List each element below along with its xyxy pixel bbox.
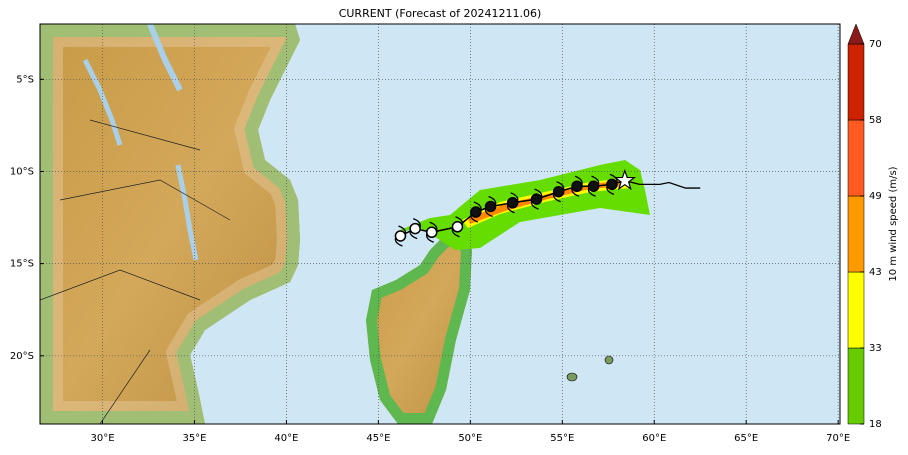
colorbar-segment [847, 271, 865, 349]
storm-symbol [606, 178, 618, 191]
x-tick-label: 50°E [458, 433, 482, 444]
colorbar: 18 33 43 49 58 70 [847, 23, 882, 430]
colorbar-segment [847, 43, 865, 121]
storm-symbol [506, 197, 519, 209]
colorbar-segment [847, 119, 865, 197]
colorbar-label: 10 m wind speed (m/s) [888, 166, 899, 281]
colorbar-tick-label: 58 [869, 115, 882, 126]
colorbar-tick-label: 33 [869, 343, 882, 354]
x-tick-label: 30°E [91, 433, 115, 444]
y-tick-label: 10°S [10, 166, 34, 177]
storm-symbol [530, 193, 543, 205]
x-tick-label: 60°E [642, 433, 666, 444]
island [566, 372, 578, 382]
colorbar-segment [847, 195, 865, 273]
colorbar-tick-label: 43 [869, 267, 882, 278]
storm-symbol [484, 200, 497, 213]
past-track-line [624, 180, 701, 189]
storm-symbol [552, 185, 565, 198]
storm-symbol [409, 222, 421, 235]
axis-labels: 30°E 35°E 40°E 45°E 50°E 55°E 60°E 65°E 70°E 5°S 1… [10, 74, 850, 444]
colorbar-tick-label: 49 [869, 191, 882, 202]
map-title: CURRENT (Forecast of 20241211.06) [339, 7, 542, 20]
africa [40, 24, 300, 424]
track [394, 168, 701, 247]
colorbar-tick-label: 70 [869, 39, 882, 50]
x-tick-label: 70°E [826, 433, 850, 444]
plot-border [39, 23, 841, 425]
island [604, 355, 614, 365]
y-tick-label: 20°S [10, 351, 34, 362]
y-tick-label: 5°S [16, 74, 34, 85]
colorbar-segment [847, 347, 865, 425]
x-tick-label: 65°E [734, 433, 758, 444]
storm-symbol [394, 230, 407, 242]
map-area [40, 24, 840, 424]
x-tick-label: 40°E [274, 433, 298, 444]
colorbar-extend [847, 23, 865, 45]
storm-symbol [425, 226, 438, 239]
grid [40, 24, 840, 424]
x-tick-label: 55°E [550, 433, 574, 444]
storm-symbol [571, 180, 583, 192]
colorbar-tick-label: 18 [869, 419, 882, 430]
storm-star [613, 168, 637, 191]
storm-symbol [451, 221, 464, 233]
y-tick-label: 15°S [10, 259, 34, 270]
storm-symbol [470, 206, 482, 218]
storm-symbol [587, 180, 600, 192]
x-tick-label: 45°E [366, 433, 390, 444]
x-tick-label: 35°E [182, 433, 206, 444]
